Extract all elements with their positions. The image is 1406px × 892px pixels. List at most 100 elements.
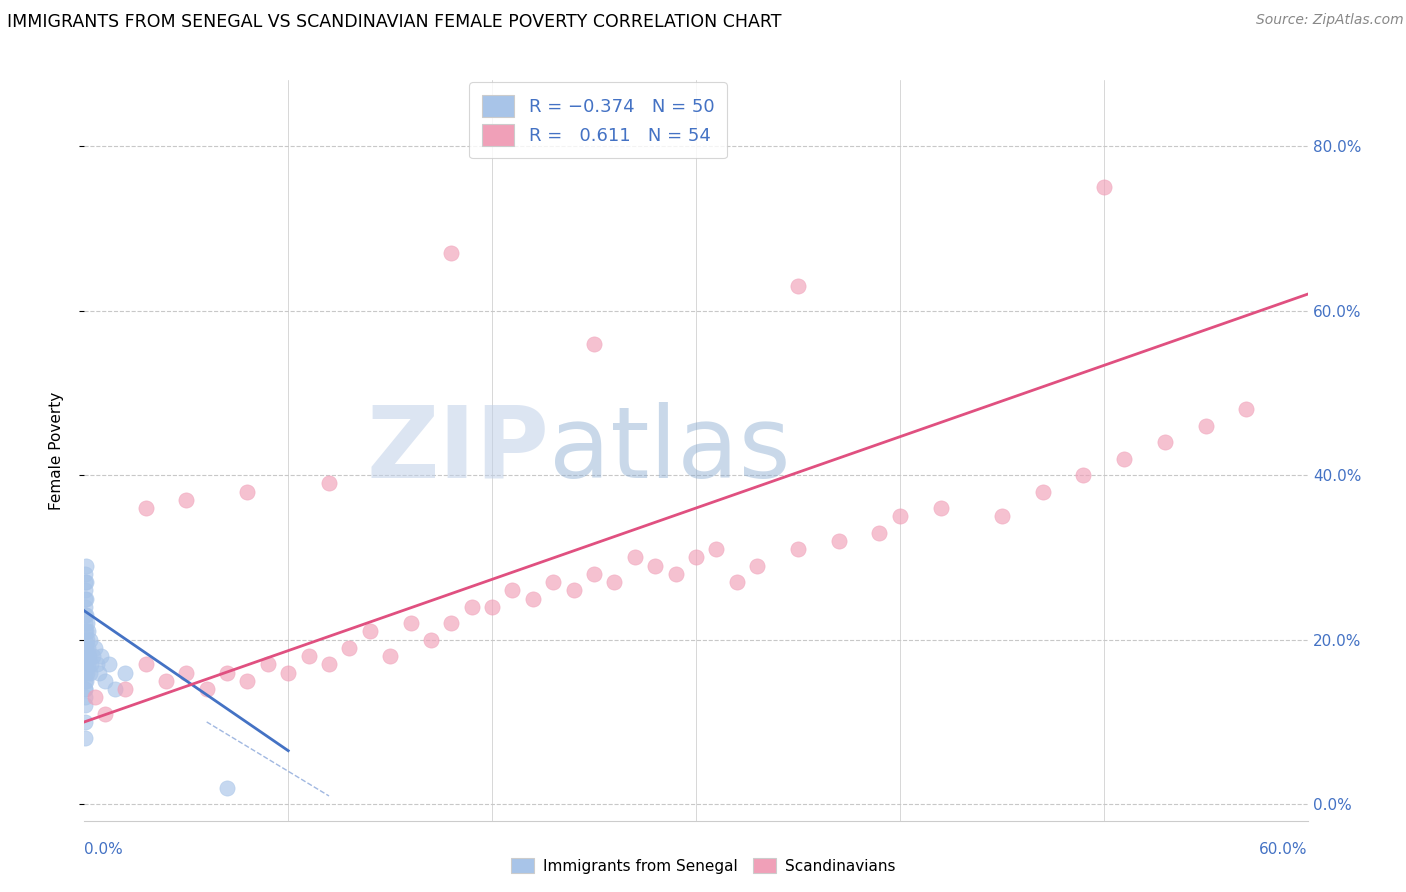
Point (75, 698, 97, 713)
Point (359, 624, 381, 639)
Point (135, 657, 157, 672)
Point (135, 501, 157, 516)
Point (257, 657, 280, 672)
Point (79, 649, 101, 664)
Point (174, 492, 197, 507)
Point (747, 558, 769, 573)
Point (75, 583, 97, 598)
Point (75, 607, 97, 622)
Point (1073, 468, 1095, 483)
Point (75, 599, 97, 614)
Point (86, 657, 108, 672)
Point (76, 632, 98, 647)
Point (75, 624, 97, 639)
Point (77, 640, 100, 655)
Text: ZIP: ZIP (367, 402, 550, 499)
Point (481, 599, 503, 614)
Point (75, 649, 97, 664)
Point (685, 550, 707, 565)
Point (706, 542, 728, 557)
Point (339, 640, 361, 655)
Point (298, 649, 321, 664)
Point (1154, 435, 1177, 450)
Point (75, 681, 97, 696)
Point (75, 681, 97, 696)
Point (97, 657, 120, 672)
Point (114, 665, 136, 680)
Point (75, 665, 97, 680)
Point (929, 501, 952, 516)
Point (155, 673, 177, 688)
Point (75, 673, 97, 688)
Text: atlas: atlas (550, 402, 790, 499)
Point (114, 681, 136, 696)
Point (644, 558, 666, 573)
Point (217, 780, 239, 795)
Point (75, 558, 97, 573)
Point (76, 649, 98, 664)
Point (75, 657, 97, 672)
Point (828, 533, 851, 548)
Point (1032, 484, 1054, 499)
Point (522, 591, 544, 606)
Point (583, 336, 606, 351)
Point (75, 591, 97, 606)
Point (236, 484, 259, 499)
Point (75, 566, 97, 581)
Legend: R = −0.374   N = 50, R =   0.611   N = 54: R = −0.374 N = 50, R = 0.611 N = 54 (470, 82, 727, 159)
Point (83, 690, 105, 705)
Point (75, 640, 97, 655)
Point (1092, 180, 1115, 194)
Point (79, 665, 101, 680)
Point (562, 583, 585, 598)
Point (77, 624, 100, 639)
Point (889, 509, 911, 524)
Point (75, 731, 97, 746)
Point (277, 665, 299, 680)
Point (787, 279, 810, 293)
Text: 0.0%: 0.0% (84, 842, 124, 857)
Point (75, 624, 97, 639)
Point (75, 665, 97, 680)
Point (93, 673, 115, 688)
Point (603, 575, 626, 590)
Point (90, 649, 112, 664)
Point (76, 665, 98, 680)
Point (76, 616, 98, 631)
Y-axis label: Female Poverty: Female Poverty (49, 392, 63, 509)
Point (318, 476, 340, 491)
Point (93, 706, 115, 721)
Point (75, 657, 97, 672)
Point (543, 575, 565, 590)
Point (75, 575, 97, 590)
Point (440, 616, 463, 631)
Point (665, 566, 688, 581)
Point (75, 607, 97, 622)
Point (440, 246, 463, 260)
Point (380, 649, 402, 664)
Point (75, 690, 97, 705)
Point (624, 550, 647, 565)
Point (82, 649, 104, 664)
Point (75, 591, 97, 606)
Point (75, 640, 97, 655)
Point (217, 665, 239, 680)
Point (502, 583, 524, 598)
Point (83, 640, 105, 655)
Point (869, 525, 891, 540)
Point (80, 657, 103, 672)
Point (236, 673, 259, 688)
Point (174, 665, 197, 680)
Legend: Immigrants from Senegal, Scandinavians: Immigrants from Senegal, Scandinavians (505, 852, 901, 880)
Point (75, 714, 97, 729)
Point (583, 566, 606, 581)
Point (79, 632, 101, 647)
Point (75, 616, 97, 631)
Point (87, 665, 110, 680)
Text: IMMIGRANTS FROM SENEGAL VS SCANDINAVIAN FEMALE POVERTY CORRELATION CHART: IMMIGRANTS FROM SENEGAL VS SCANDINAVIAN … (7, 13, 782, 31)
Point (1195, 418, 1218, 433)
Point (461, 599, 484, 614)
Point (399, 616, 422, 631)
Point (75, 673, 97, 688)
Point (1114, 451, 1136, 466)
